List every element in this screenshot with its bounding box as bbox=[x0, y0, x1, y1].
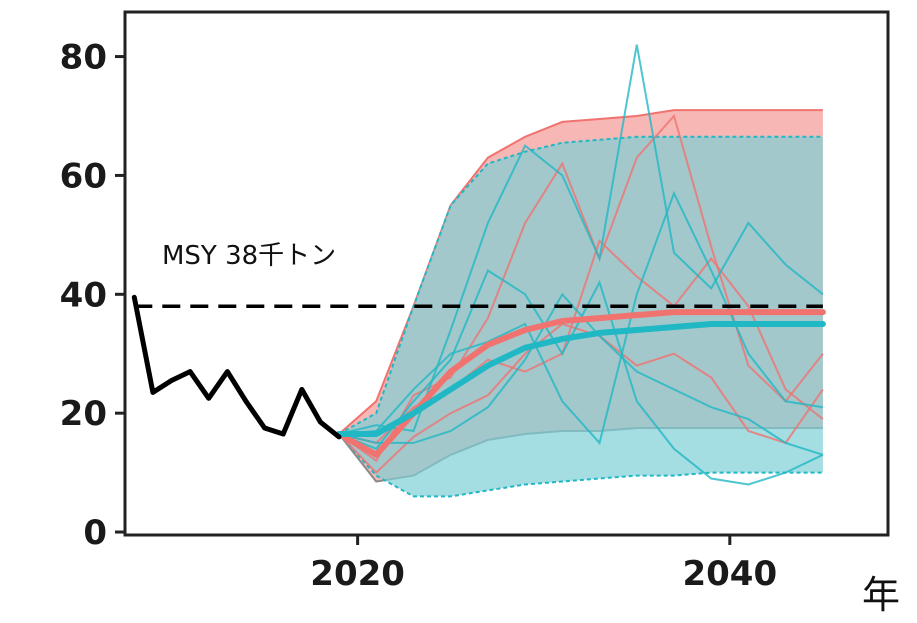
y-tick-label-60: 60 bbox=[60, 156, 107, 196]
scenario-1-upper-bound bbox=[338, 135, 823, 435]
y-axis: 0 20 40 60 80 bbox=[60, 38, 125, 553]
msy-label: MSY 38千トン bbox=[162, 241, 336, 271]
median-layer bbox=[336, 309, 826, 458]
y-tick-label-40: 40 bbox=[60, 275, 107, 315]
x-axis-label: 年 bbox=[862, 573, 900, 617]
y-tick-label-0: 0 bbox=[83, 513, 107, 553]
scenario-1-trajectory-3 bbox=[338, 292, 824, 456]
x-tick-label-2040: 2040 bbox=[682, 554, 777, 594]
scenario-1-lower-bound bbox=[338, 433, 823, 498]
y-tick-label-20: 20 bbox=[60, 394, 107, 434]
x-tick-label-2020: 2020 bbox=[310, 554, 405, 594]
scenario-1-median-line bbox=[336, 321, 826, 437]
plot-frame bbox=[123, 10, 890, 537]
historical-layer bbox=[131, 294, 342, 440]
scenario-0-trajectory-0 bbox=[338, 113, 824, 463]
scenario-1-trajectory-2 bbox=[338, 190, 824, 445]
scenario-1-trajectory-0 bbox=[338, 44, 824, 435]
historical-catch-line bbox=[131, 294, 342, 440]
y-tick-label-80: 80 bbox=[60, 38, 107, 78]
x-axis: 2020 2040 bbox=[310, 535, 777, 594]
scenario-0-trajectory-2 bbox=[338, 322, 824, 475]
